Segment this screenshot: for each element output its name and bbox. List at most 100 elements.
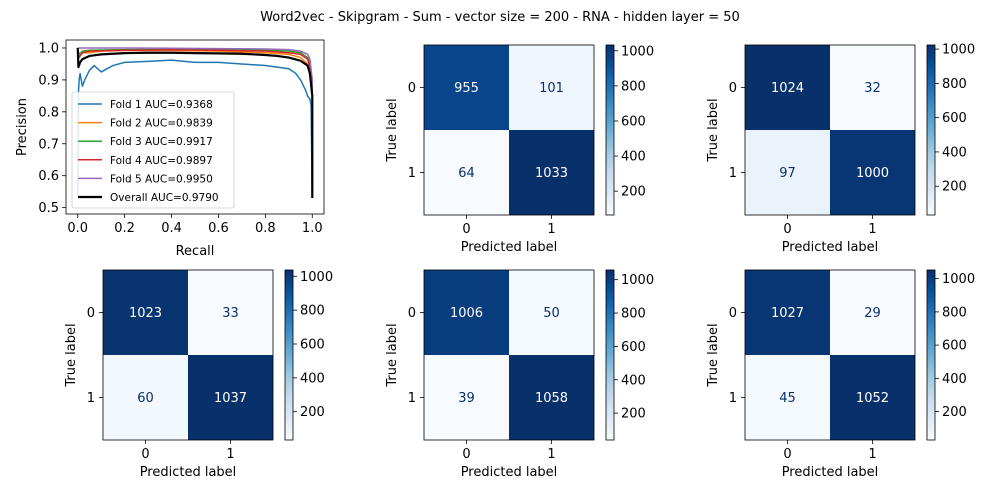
confusion-matrix-4: 1006 50 39 1058 0 0 1 1 Predicted label True labe…: [385, 269, 654, 480]
cm-colorbar-tick-label: 1000: [942, 43, 975, 58]
pr-legend-entry-5: Fold 5 AUC=0.9950: [110, 173, 213, 185]
cm-x-tick-label: 0: [783, 447, 791, 462]
cm-colorbar-tick-label: 1000: [942, 272, 975, 287]
cm-x-axis-label: Predicted label: [461, 465, 558, 480]
cm-y-tick-label: 1: [408, 166, 416, 181]
cm-x-tick-label: 0: [141, 447, 149, 462]
cm-cell: [830, 270, 915, 355]
cm-cell-value: 955: [454, 81, 479, 96]
cm-cell: [424, 45, 509, 130]
cm-cell: [745, 355, 830, 440]
cm-colorbar-tick-label: 200: [621, 185, 646, 200]
cm-colorbar: [284, 269, 294, 441]
pr-legend-entry-4: Fold 4 AUC=0.9897: [110, 155, 213, 167]
cm-colorbar-tick-label: 600: [621, 114, 646, 129]
pr-series-line-3: [76, 47, 314, 199]
pr-x-tick-label: 0.0: [67, 221, 88, 236]
cm-x-axis-label: Predicted label: [782, 240, 879, 255]
cm-colorbar-tick-label: 600: [942, 339, 967, 354]
cm-colorbar-tick-label: 800: [621, 79, 646, 94]
cm-colorbar: [926, 269, 936, 441]
cm-colorbar: [926, 44, 936, 216]
cm-y-axis-label: True label: [385, 98, 400, 162]
confusion-matrix-2: 1024 32 97 1000 0 0 1 1 Predicted label True labe…: [706, 43, 975, 255]
cm-cell-value: 33: [222, 306, 239, 321]
cm-colorbar-tick-label: 200: [621, 407, 646, 422]
cm-y-tick-label: 0: [408, 81, 416, 96]
pr-x-tick-label: 0.4: [161, 221, 182, 236]
cm-colorbar-tick-label: 400: [942, 145, 967, 160]
cm-cell: [509, 45, 594, 130]
pr-series-line-1: [76, 59, 314, 199]
cm-cell-value: 60: [137, 391, 154, 406]
cm-axes-frame: [102, 269, 274, 441]
cm-cell: [745, 45, 830, 130]
cm-cell: [424, 355, 509, 440]
cm-x-tick-label: 1: [547, 222, 555, 237]
cm-colorbar-tick-label: 400: [621, 150, 646, 165]
cm-axes-frame: [744, 44, 916, 216]
cm-colorbar-tick-label: 600: [942, 111, 967, 126]
pr-y-tick-label: 0.9: [38, 73, 59, 88]
pr-x-tick-label: 0.6: [208, 221, 229, 236]
cm-colorbar-tick-label: 1000: [300, 270, 333, 285]
pr-legend-entry-1: Fold 1 AUC=0.9368: [110, 99, 213, 111]
cm-cell-value: 64: [458, 166, 475, 181]
confusion-matrix-1: 955 101 64 1033 0 0 1 1 Predicted label True labe…: [385, 44, 654, 255]
cm-cell-value: 1027: [771, 306, 804, 321]
cm-y-tick-label: 0: [729, 306, 737, 321]
cm-axes-frame: [744, 269, 916, 441]
pr-x-tick-label: 0.2: [114, 221, 135, 236]
cm-y-tick-label: 1: [729, 391, 737, 406]
cm-cell-value: 1033: [535, 166, 568, 181]
cm-x-axis-label: Predicted label: [461, 240, 558, 255]
cm-colorbar-tick-label: 200: [942, 180, 967, 195]
cm-x-axis-label: Predicted label: [140, 465, 237, 480]
cm-cell: [509, 130, 594, 215]
cm-colorbar-tick-label: 200: [942, 405, 967, 420]
cm-colorbar-tick-label: 800: [621, 307, 646, 322]
cm-y-axis-label: True label: [64, 323, 79, 387]
pr-x-tick-label: 1.0: [302, 221, 323, 236]
cm-cell: [103, 355, 188, 440]
cm-colorbar-tick-label: 800: [300, 304, 325, 319]
pr-y-tick-label: 0.8: [38, 105, 59, 120]
cm-cell-value: 1037: [214, 391, 247, 406]
pr-y-tick-label: 0.7: [38, 137, 59, 152]
pr-axes-frame: [65, 39, 325, 215]
pr-x-tick-label: 0.8: [255, 221, 276, 236]
cm-cell: [830, 355, 915, 440]
cm-x-tick-label: 1: [868, 222, 876, 237]
pr-x-axis-label: Recall: [176, 244, 215, 259]
cm-y-tick-label: 1: [729, 166, 737, 181]
cm-y-tick-label: 0: [729, 81, 737, 96]
cm-colorbar-tick-label: 400: [942, 372, 967, 387]
cm-cell-value: 32: [864, 81, 881, 96]
cm-cell-value: 1023: [129, 306, 162, 321]
pr-series-line-5: [77, 47, 314, 199]
pr-legend: [71, 91, 235, 209]
cm-cell-value: 101: [539, 81, 564, 96]
cm-x-tick-label: 0: [462, 447, 470, 462]
cm-axes-frame: [423, 269, 595, 441]
cm-cell: [745, 130, 830, 215]
cm-x-axis-label: Predicted label: [782, 465, 879, 480]
precision-recall-plot: 0.0 0.2 0.4 0.6 0.8 1.0 0.5 0.6 0.7 0.8 0.9 1.0 Reca…: [15, 39, 325, 259]
cm-y-axis-label: True label: [706, 323, 721, 387]
cm-y-tick-label: 1: [408, 391, 416, 406]
cm-y-tick-label: 1: [87, 391, 95, 406]
confusion-matrix-3: 1023 33 60 1037 0 0 1 1 Predicted label True labe…: [64, 269, 333, 480]
pr-series-line-6: [76, 47, 314, 199]
pr-legend-entry-3: Fold 3 AUC=0.9917: [110, 136, 213, 148]
pr-legend-entry-2: Fold 2 AUC=0.9839: [110, 118, 213, 130]
cm-cell: [509, 355, 594, 440]
cm-cell: [188, 355, 273, 440]
cm-colorbar-tick-label: 200: [300, 405, 325, 420]
cm-y-axis-label: True label: [385, 323, 400, 387]
pr-y-axis-label: Precision: [15, 98, 30, 156]
pr-y-tick-label: 1.0: [38, 41, 59, 56]
cm-cell: [509, 270, 594, 355]
cm-cell-value: 39: [458, 391, 475, 406]
cm-cell: [188, 270, 273, 355]
